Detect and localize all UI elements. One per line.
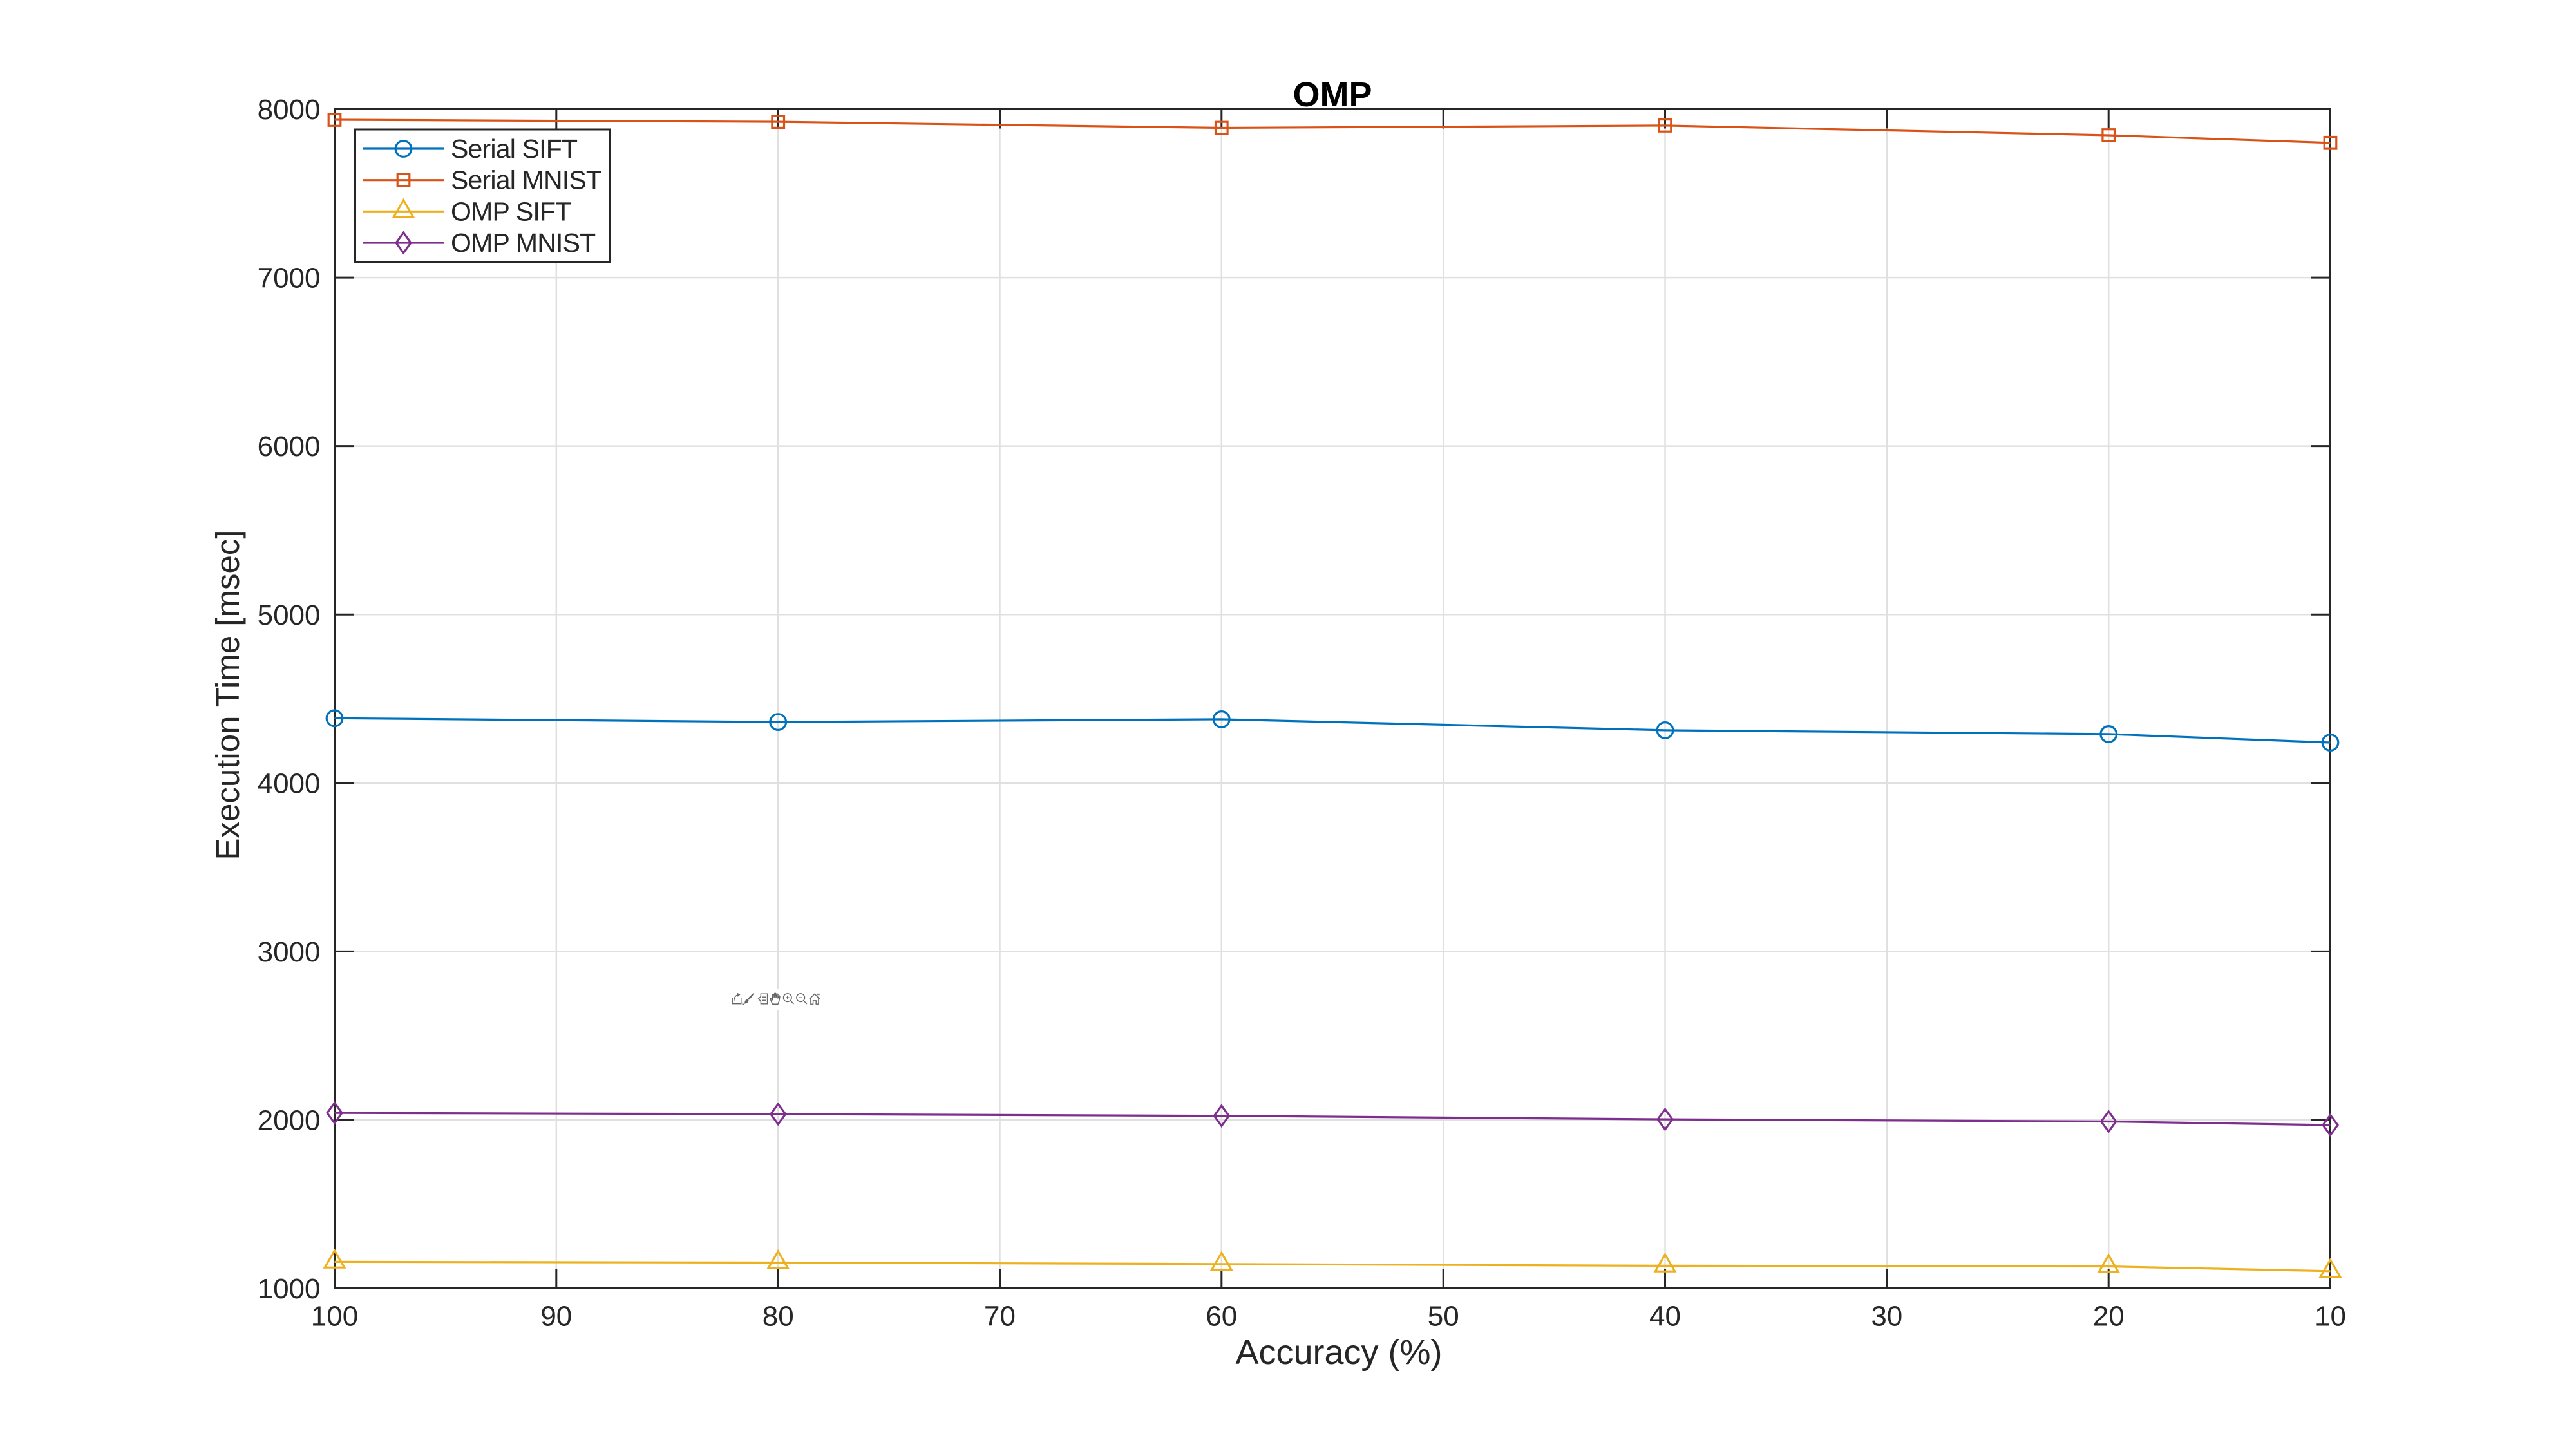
svg-text:6000: 6000 [258,431,321,462]
svg-text:80: 80 [762,1301,794,1332]
svg-text:7000: 7000 [258,263,321,294]
svg-text:100: 100 [311,1301,358,1332]
svg-text:Execution Time [msec]: Execution Time [msec] [209,529,246,860]
svg-text:30: 30 [1871,1301,1902,1332]
svg-text:Accuracy (%): Accuracy (%) [1235,1333,1442,1372]
svg-text:50: 50 [1428,1301,1459,1332]
svg-text:40: 40 [1649,1301,1681,1332]
svg-text:Serial MNIST: Serial MNIST [451,166,602,195]
svg-text:60: 60 [1206,1301,1237,1332]
svg-text:OMP: OMP [1293,75,1372,114]
svg-text:Serial SIFT: Serial SIFT [451,134,578,164]
svg-text:20: 20 [2093,1301,2125,1332]
svg-text:8000: 8000 [258,94,321,126]
svg-text:1000: 1000 [258,1273,321,1305]
svg-text:3000: 3000 [258,936,321,968]
svg-text:90: 90 [540,1301,572,1332]
svg-text:2000: 2000 [258,1105,321,1137]
svg-text:OMP SIFT: OMP SIFT [451,196,571,226]
svg-text:4000: 4000 [258,768,321,799]
svg-text:OMP MNIST: OMP MNIST [451,228,596,258]
svg-text:70: 70 [984,1301,1016,1332]
svg-text:10: 10 [2315,1301,2346,1332]
svg-text:5000: 5000 [258,600,321,631]
